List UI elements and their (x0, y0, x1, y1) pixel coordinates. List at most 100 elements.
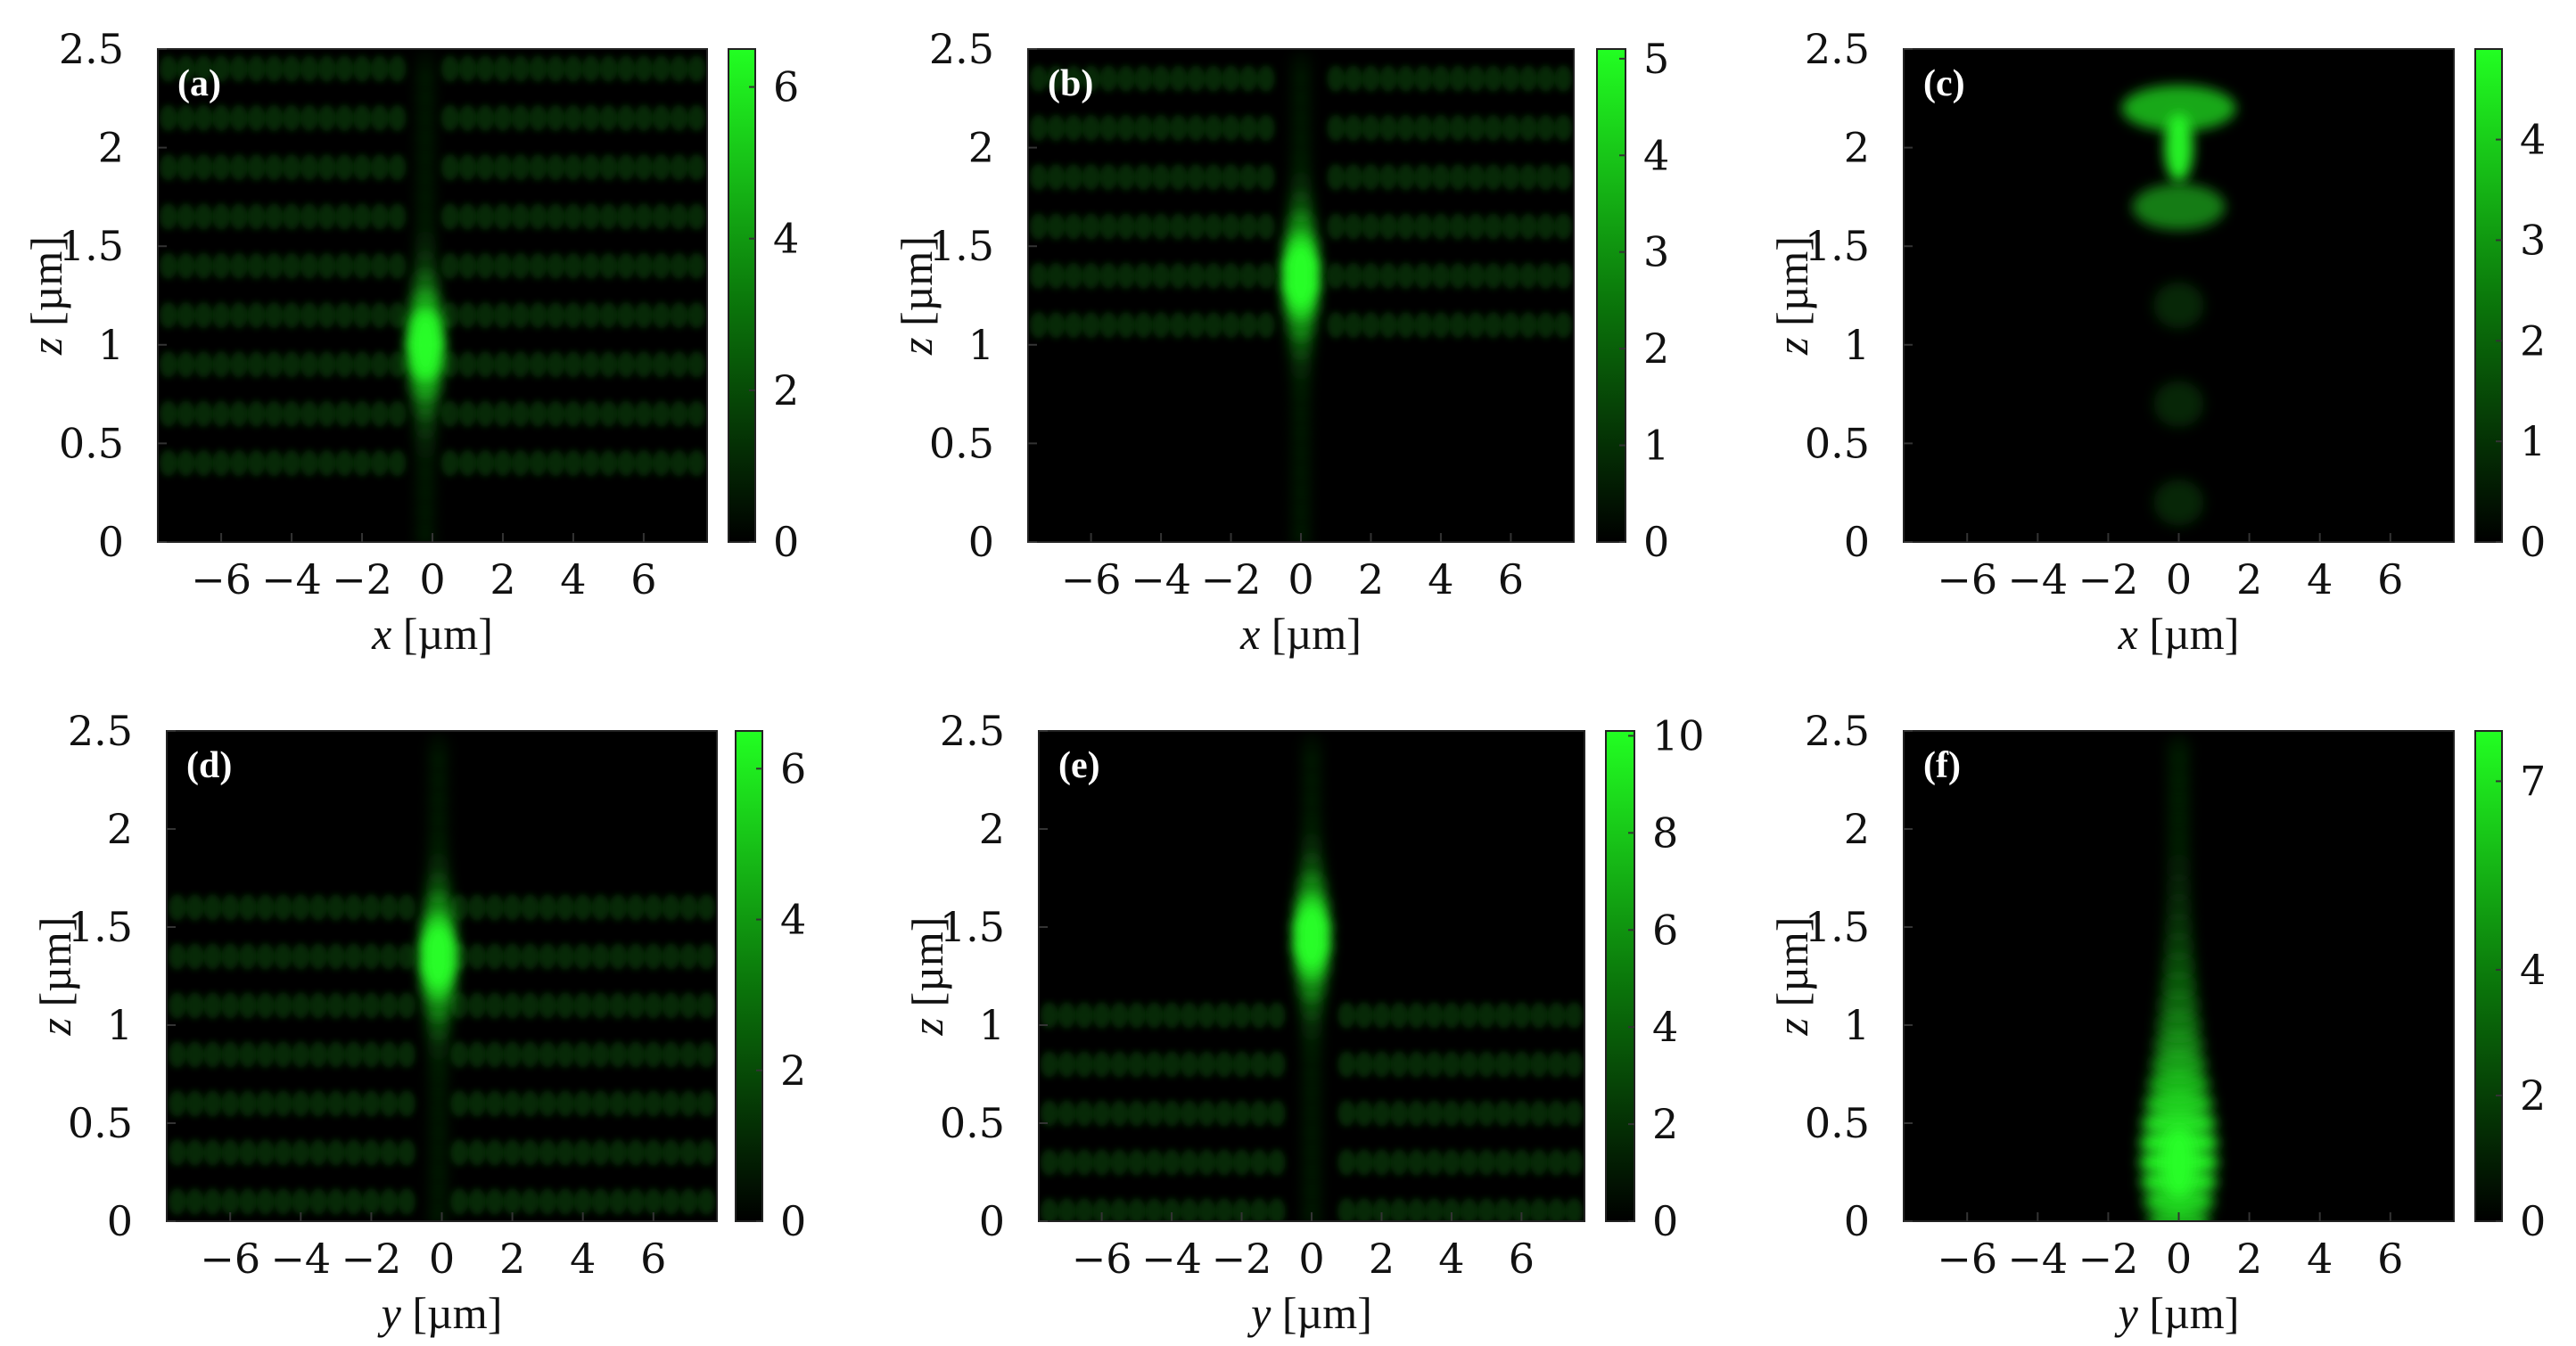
side-lobe (1467, 213, 1486, 241)
y-tick-label: 0.5 (929, 419, 994, 467)
side-lobe (458, 301, 477, 329)
side-lobe (1099, 163, 1118, 191)
side-lobe (1134, 114, 1153, 142)
y-tick-label: 1.5 (929, 222, 994, 270)
side-lobe (1327, 65, 1346, 93)
side-lobe (212, 55, 231, 83)
side-lobe (1390, 1002, 1409, 1029)
side-lobe (1442, 1198, 1461, 1221)
side-lobe (652, 350, 671, 378)
side-lobe (1449, 114, 1468, 142)
side-lobe (185, 1139, 204, 1166)
side-lobe (511, 252, 530, 280)
side-lobe (1407, 1198, 1426, 1221)
side-lobe (1047, 114, 1066, 142)
side-lobe (335, 400, 354, 428)
side-lobe (397, 894, 416, 921)
side-lobe (1442, 1002, 1461, 1029)
colorbar-tick-label: 0 (1643, 518, 1669, 566)
side-lobe (1449, 311, 1468, 339)
side-lobe (229, 203, 248, 231)
side-lobe (1040, 1002, 1058, 1029)
side-lobe (274, 1041, 292, 1068)
side-lobe (1502, 311, 1520, 339)
side-lobe (212, 104, 231, 132)
side-lobe (1222, 114, 1240, 142)
side-lobe (1047, 65, 1066, 93)
side-lobe (309, 894, 328, 921)
colorbar-tick-label: 4 (773, 215, 799, 263)
colorbar-tick-label: 0 (2520, 518, 2546, 566)
x-tick-label: 6 (1509, 1235, 1535, 1283)
x-tick-label: 4 (560, 555, 586, 603)
side-lobe (1256, 114, 1275, 142)
side-lobe (670, 203, 688, 231)
colorbar-tick-label: 0 (773, 518, 799, 566)
side-lobe (309, 943, 328, 970)
side-lobe (1460, 1149, 1478, 1176)
side-lobe (1442, 1100, 1461, 1127)
axial-segment (2166, 795, 2192, 824)
x-axis-label: y [µm] (1247, 1288, 1372, 1338)
side-lobe (609, 894, 628, 921)
side-lobe (1029, 311, 1048, 339)
side-lobe (1040, 1198, 1058, 1221)
side-lobe (458, 252, 477, 280)
y-tick-label: 2.5 (1805, 707, 1870, 755)
side-lobe (1256, 65, 1275, 93)
side-lobe (1565, 1100, 1584, 1127)
side-lobe (1169, 213, 1188, 241)
side-lobe (283, 153, 301, 181)
side-lobe (1058, 1002, 1076, 1029)
side-lobe (1536, 163, 1555, 191)
side-lobe (1554, 65, 1573, 93)
side-lobe (450, 1139, 469, 1166)
side-lobe (485, 894, 504, 921)
side-lobe (185, 943, 204, 970)
side-lobe (627, 1188, 646, 1215)
side-lobe (1250, 1198, 1269, 1221)
side-lobe (1180, 1051, 1198, 1078)
side-lobe (1187, 114, 1206, 142)
x-tick-label: 6 (630, 555, 656, 603)
side-lobe (1082, 163, 1100, 191)
side-lobe (468, 992, 487, 1019)
side-lobe (564, 153, 582, 181)
side-lobe (168, 992, 186, 1019)
side-lobe (1396, 163, 1415, 191)
side-lobe (458, 350, 477, 378)
side-lobe (1197, 1198, 1216, 1221)
side-lobe (1250, 1100, 1269, 1127)
side-lobe (652, 153, 671, 181)
side-lobe (1362, 311, 1380, 339)
side-lobe (1379, 65, 1398, 93)
side-lobe (687, 55, 706, 83)
side-lobe (1169, 311, 1188, 339)
colorbar: 0 2 4 6 8 10 (1605, 711, 1705, 1245)
side-lobe (1354, 1002, 1373, 1029)
side-lobe (581, 449, 600, 477)
side-lobe (1239, 163, 1258, 191)
side-lobe (203, 1041, 222, 1068)
side-lobe (440, 301, 459, 329)
side-lobe (388, 252, 407, 280)
side-lobe (1460, 1198, 1478, 1221)
side-lobe (353, 104, 372, 132)
side-lobe (1519, 262, 1537, 290)
side-lobe (309, 1090, 328, 1117)
side-lobe (493, 104, 512, 132)
side-lobe (1431, 163, 1450, 191)
axial-segment (2166, 736, 2192, 765)
x-tick-label: 0 (1298, 1235, 1324, 1283)
side-lobe (450, 1188, 469, 1215)
side-lobe (247, 153, 266, 181)
side-lobe (353, 449, 372, 477)
side-lobe (274, 894, 292, 921)
side-lobe (476, 153, 495, 181)
side-lobe (397, 1041, 416, 1068)
side-lobe (362, 894, 381, 921)
side-lobe (1250, 1002, 1269, 1029)
side-lobe (556, 1041, 574, 1068)
side-lobe (212, 449, 231, 477)
colorbar-tick-label: 4 (2520, 946, 2546, 994)
